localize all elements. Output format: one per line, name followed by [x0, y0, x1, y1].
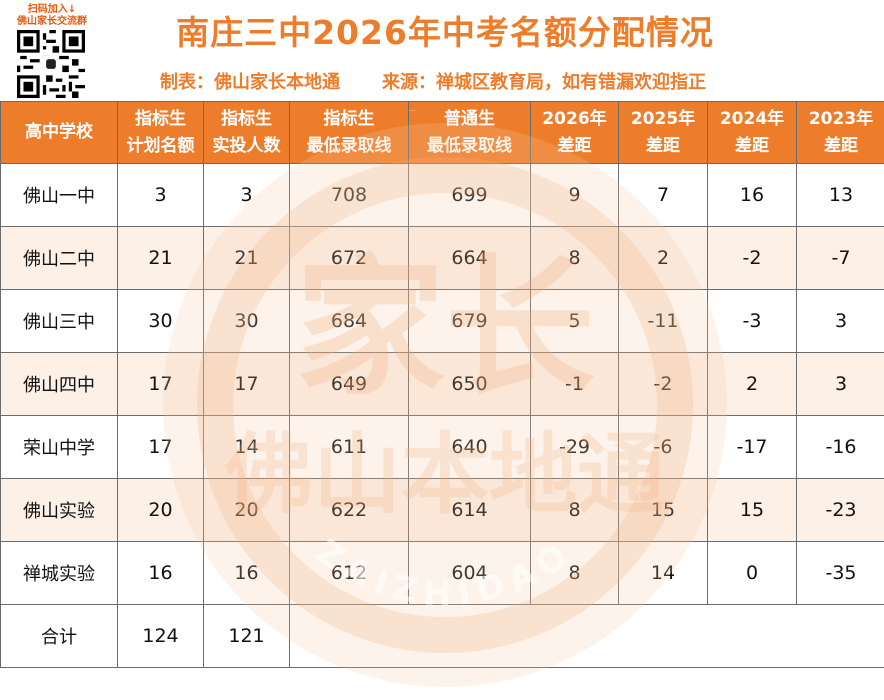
table-cell: 16	[118, 542, 204, 605]
table-cell: 21	[204, 227, 290, 290]
school-name-cell: 佛山二中	[1, 227, 118, 290]
header-cell: 高中学校	[1, 102, 118, 164]
table-cell: -16	[797, 416, 884, 479]
table-cell: 13	[797, 164, 884, 227]
school-name-cell: 佛山实验	[1, 479, 118, 542]
table-cell: 16	[204, 542, 290, 605]
table-cell: -17	[708, 416, 797, 479]
table-cell: -2	[708, 227, 797, 290]
table-cell: -7	[797, 227, 884, 290]
table-cell: 3	[797, 353, 884, 416]
table-cell: 17	[118, 416, 204, 479]
school-name-cell: 佛山一中	[1, 164, 118, 227]
school-name-cell: 禅城实验	[1, 542, 118, 605]
table-cell: 2	[708, 353, 797, 416]
qr-caption-line-1: 扫码加入↓	[6, 4, 98, 16]
table-cell: 21	[118, 227, 204, 290]
table-cell: 17	[204, 353, 290, 416]
table-cell: 664	[409, 227, 531, 290]
total-empty-cell	[290, 605, 884, 668]
table-cell: 684	[290, 290, 409, 353]
table-cell: 650	[409, 353, 531, 416]
table-cell: 3	[204, 164, 290, 227]
school-name-cell: 荣山中学	[1, 416, 118, 479]
subtitle: 制表：佛山家长本地通 来源：禅城区教育局，如有错漏欢迎指正	[160, 68, 748, 94]
table-cell: -11	[619, 290, 708, 353]
table-cell: 7	[619, 164, 708, 227]
school-name-cell: 佛山四中	[1, 353, 118, 416]
table-cell: 3	[797, 290, 884, 353]
table-cell: 2	[619, 227, 708, 290]
table-cell: 672	[290, 227, 409, 290]
page-title: 南庄三中2026年中考名额分配情况	[100, 6, 790, 54]
table-cell: 15	[708, 479, 797, 542]
table-cell: -2	[619, 353, 708, 416]
total-cell: 124	[118, 605, 204, 668]
quota-table: 高中学校 指标生计划名额 指标生实投人数 指标生最低录取线 普通生最低录取线 2…	[0, 101, 884, 668]
qr-caption: 扫码加入↓ 佛山家长交流群	[6, 4, 98, 28]
table-cell: 20	[118, 479, 204, 542]
subtitle-maker: 制表：佛山家长本地通	[160, 72, 340, 93]
table-cell: -35	[797, 542, 884, 605]
subtitle-source: 来源：禅城区教育局，如有错漏欢迎指正	[382, 72, 706, 93]
table-header: 高中学校 指标生计划名额 指标生实投人数 指标生最低录取线 普通生最低录取线 2…	[1, 102, 884, 164]
header-cell: 指标生最低录取线	[290, 102, 409, 164]
table-cell: 679	[409, 290, 531, 353]
header: 扫码加入↓ 佛山家长交流群 南庄三中2026年中考名额分配情况 制表：佛山家长本…	[0, 0, 884, 101]
table-cell: 15	[619, 479, 708, 542]
table-cell: 612	[290, 542, 409, 605]
table-cell: -23	[797, 479, 884, 542]
header-row: 高中学校 指标生计划名额 指标生实投人数 指标生最低录取线 普通生最低录取线 2…	[1, 102, 884, 164]
qr-caption-line-2: 佛山家长交流群	[6, 16, 98, 28]
table-cell: -3	[708, 290, 797, 353]
table-cell: 8	[531, 542, 619, 605]
table-cell: 14	[204, 416, 290, 479]
table-cell: 14	[619, 542, 708, 605]
table-cell: 9	[531, 164, 619, 227]
table-cell: 649	[290, 353, 409, 416]
header-cell: 指标生计划名额	[118, 102, 204, 164]
table-cell: 3	[118, 164, 204, 227]
total-cell: 121	[204, 605, 290, 668]
header-cell: 2026年差距	[531, 102, 619, 164]
table-cell: 614	[409, 479, 531, 542]
table-cell: 30	[204, 290, 290, 353]
table-cell: 622	[290, 479, 409, 542]
table-cell: 699	[409, 164, 531, 227]
header-cell: 2024年差距	[708, 102, 797, 164]
table-cell: 611	[290, 416, 409, 479]
table-cell: 708	[290, 164, 409, 227]
header-cell: 2025年差距	[619, 102, 708, 164]
total-label: 合计	[1, 605, 118, 668]
qr-code-icon[interactable]	[16, 30, 86, 98]
header-cell: 2023年差距	[797, 102, 884, 164]
table-cell: 16	[708, 164, 797, 227]
table-cell: 640	[409, 416, 531, 479]
table-cell: 17	[118, 353, 204, 416]
table-cell: 30	[118, 290, 204, 353]
school-name-cell: 佛山三中	[1, 290, 118, 353]
table-cell: -1	[531, 353, 619, 416]
table-cell: 604	[409, 542, 531, 605]
header-cell: 指标生实投人数	[204, 102, 290, 164]
header-cell: 普通生最低录取线	[409, 102, 531, 164]
table-cell: 8	[531, 479, 619, 542]
table-cell: -29	[531, 416, 619, 479]
table-cell: 8	[531, 227, 619, 290]
table-cell: 20	[204, 479, 290, 542]
table-cell: 0	[708, 542, 797, 605]
table-cell: 5	[531, 290, 619, 353]
table-cell: -6	[619, 416, 708, 479]
